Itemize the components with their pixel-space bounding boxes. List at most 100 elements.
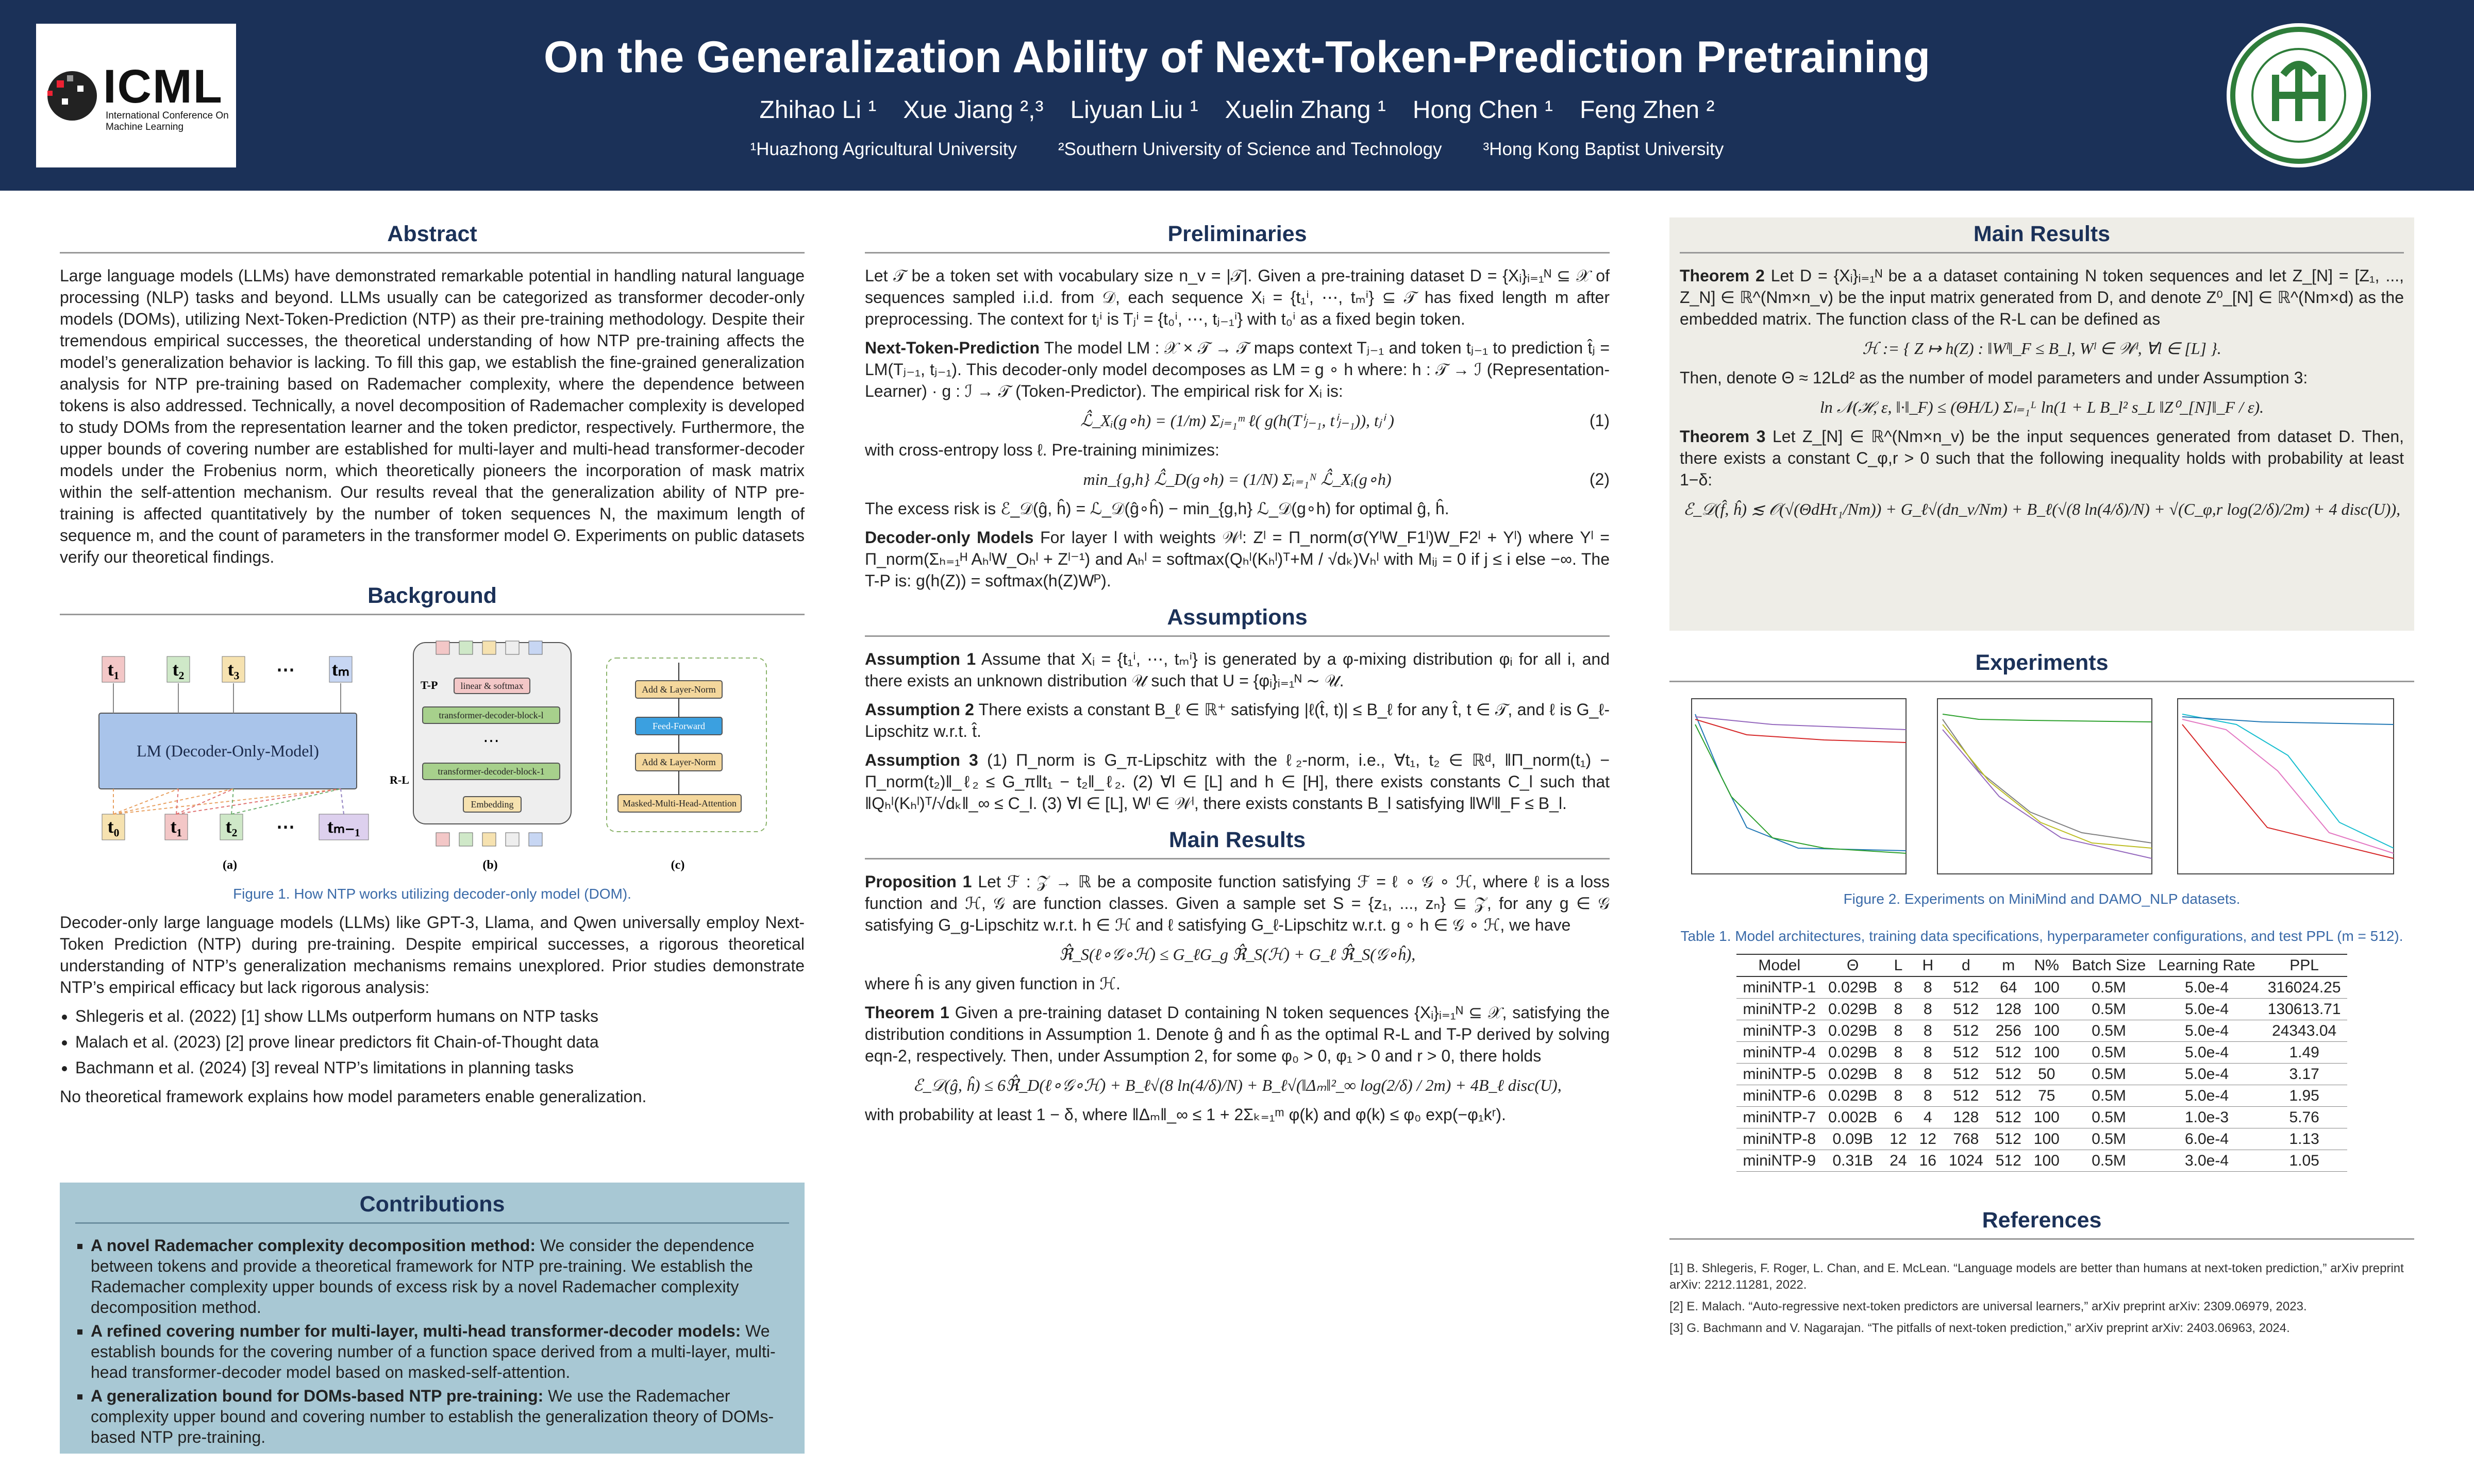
ellipsis: ⋯ bbox=[483, 731, 499, 750]
column-header: Θ bbox=[1822, 954, 1884, 977]
table-cell: 0.029B bbox=[1822, 1020, 1884, 1042]
table-cell: 1.05 bbox=[2261, 1150, 2347, 1172]
dashed-link bbox=[231, 788, 341, 815]
paragraph: where ĥ is any given function in ℋ. bbox=[865, 973, 1610, 994]
right-column-top: Main Results Theorem 2 Let D = {Xᵢ}ᵢ₌₁ᴺ … bbox=[1680, 222, 2404, 528]
table-cell: 5.0e-4 bbox=[2152, 976, 2262, 999]
table-cell: 1.95 bbox=[2261, 1085, 2347, 1107]
block-label: transformer-decoder-block-l bbox=[439, 710, 543, 720]
table-cell: 5.0e-4 bbox=[2152, 1020, 2262, 1042]
left-column: Abstract Large language models (LLMs) ha… bbox=[60, 222, 805, 1115]
table-row: miniNTP-7 0.002B 6 4 128 512 100 0.5M 1.0e-3 5.76 bbox=[1736, 1106, 2347, 1128]
layer-label: Add & Layer-Norm bbox=[642, 684, 716, 695]
table-row: miniNTP-6 0.029B 8 8 512 512 75 0.5M 5.0e-4 1.95 bbox=[1736, 1085, 2347, 1107]
dashed-link bbox=[340, 788, 344, 815]
token-top: ⋯ bbox=[276, 659, 295, 680]
table-cell: 512 bbox=[1942, 1063, 1990, 1085]
table-cell: 0.002B bbox=[1822, 1106, 1884, 1128]
table-cell: 0.5M bbox=[2065, 976, 2152, 999]
table-cell: 8 bbox=[1913, 1085, 1943, 1107]
paragraph: Then, denote Θ ≈ 12Ld² as the number of … bbox=[1680, 367, 2404, 389]
table-cell: 8 bbox=[1913, 1041, 1943, 1064]
section-heading: Abstract bbox=[60, 222, 805, 254]
table-cell: 0.31B bbox=[1822, 1150, 1884, 1172]
table-cell: 24 bbox=[1883, 1150, 1913, 1172]
table-cell: 512 bbox=[1989, 1041, 2028, 1064]
column-header: Batch Size bbox=[2065, 954, 2152, 977]
token-box bbox=[220, 814, 243, 840]
table-cell: 0.029B bbox=[1822, 1041, 1884, 1064]
equation: ln 𝒩(ℋ, ε, ‖·‖_F) ≤ (ΘH/L) Σₗ₌₁ᴸ ln(1 + … bbox=[1680, 396, 2404, 418]
token-bottom: t₂ bbox=[226, 816, 238, 837]
authors: Zhihao Li ¹ Xue Jiang ²,³ Liyuan Liu ¹ Xuel… bbox=[0, 96, 2474, 124]
paragraph: Assumption 3 (1) Π_norm is G_π-Lipschitz… bbox=[865, 749, 1610, 814]
paragraph-text: The model LM : 𝒳 × 𝒯 → 𝒯 maps context Tⱼ… bbox=[865, 339, 1610, 400]
token-top: tₘ bbox=[332, 659, 349, 680]
contribution-text: We use the Rademacher complexity upper b… bbox=[91, 1387, 774, 1446]
equation-number: (2) bbox=[1589, 470, 1610, 488]
table-cell: 6.0e-4 bbox=[2152, 1128, 2262, 1150]
layer bbox=[617, 794, 742, 813]
section-heading: Background bbox=[60, 583, 805, 615]
right-column-bottom: Experiments Figure 2. Experiments on Min… bbox=[1669, 650, 2414, 1342]
table-cell: miniNTP-5 bbox=[1736, 1063, 1823, 1085]
token-square bbox=[436, 832, 450, 847]
affiliation: ¹Huazhong Agricultural University bbox=[750, 139, 1017, 159]
section-heading: References bbox=[1669, 1208, 2414, 1240]
paragraph-text: Let 𝒯 be a token set with vocabulary siz… bbox=[865, 266, 1610, 328]
dashed-link bbox=[113, 788, 234, 815]
table-cell: 512 bbox=[1942, 998, 1990, 1020]
table-body: miniNTP-1 0.029B 8 8 512 64 100 0.5M 5.0e-4 31602… bbox=[1736, 976, 2347, 1172]
dashed-link bbox=[176, 788, 234, 815]
token-box bbox=[166, 656, 190, 683]
contribution: A refined covering number for multi-laye… bbox=[91, 1321, 789, 1382]
block-label: transformer-decoder-block-1 bbox=[438, 766, 544, 777]
table-cell: 0.029B bbox=[1822, 998, 1884, 1020]
contribution-lead: A novel Rademacher complexity decomposit… bbox=[91, 1236, 536, 1255]
token-square bbox=[528, 832, 543, 847]
block bbox=[422, 706, 560, 724]
column-header: d bbox=[1942, 954, 1990, 977]
table-cell: miniNTP-2 bbox=[1736, 998, 1823, 1020]
paragraph: Theorem 3 Let Z_[N] ∈ ℝ^(Nm×n_v) be the … bbox=[1680, 426, 2404, 491]
contribution-lead: A refined covering number for multi-laye… bbox=[91, 1322, 741, 1340]
token-bottom: tₘ₋₁ bbox=[327, 816, 360, 837]
table-cell: 1.13 bbox=[2261, 1128, 2347, 1150]
main-results-body: Proposition 1 Let ℱ : 𝒵 → ℝ be a composi… bbox=[865, 871, 1610, 1125]
table-cell: 8 bbox=[1883, 998, 1913, 1020]
block-label: linear & softmax bbox=[461, 681, 524, 691]
author: Xue Jiang ²,³ bbox=[903, 96, 1044, 124]
table-cell: 0.5M bbox=[2065, 998, 2152, 1020]
affiliation: ³Hong Kong Baptist University bbox=[1483, 139, 1724, 159]
logo-subtitle: International Conference On Machine Lear… bbox=[106, 110, 229, 132]
assumptions-body: Assumption 1 Assume that Xᵢ = {t₁ⁱ, ⋯, t… bbox=[865, 648, 1610, 814]
paragraph-text: The excess risk is ℰ_𝒟(ĝ, ĥ) = ℒ_𝒟(ĝ∘ĥ) … bbox=[865, 499, 1449, 518]
paragraph-lead: Proposition 1 bbox=[865, 872, 972, 891]
contributions-list: A novel Rademacher complexity decomposit… bbox=[75, 1235, 789, 1447]
table-cell: 768 bbox=[1942, 1128, 1990, 1150]
dashed-link bbox=[231, 788, 234, 815]
column-header: L bbox=[1883, 954, 1913, 977]
table-cell: 8 bbox=[1883, 976, 1913, 999]
token-square bbox=[459, 640, 473, 655]
equation: min_{g,h} ℒ̂_D(g∘h) = (1/N) Σᵢ₌₁ᴺ ℒ̂_Xᵢ(… bbox=[865, 468, 1610, 491]
logo-mark bbox=[47, 71, 97, 121]
equation-text: ℰ_𝒟(f̂, ĥ) ≲ 𝒪(√(ΘdHτ₁/Nm)) + G_ℓ√(dn_v/… bbox=[1683, 500, 2401, 518]
logo-text: ICML bbox=[103, 60, 223, 113]
reference: [2] E. Malach. “Auto-regressive next-tok… bbox=[1669, 1300, 2307, 1313]
paragraph-lead: Next-Token-Prediction bbox=[865, 339, 1040, 357]
main-results-box bbox=[1669, 217, 2414, 631]
table-cell: miniNTP-9 bbox=[1736, 1150, 1823, 1172]
university-logo bbox=[2227, 23, 2371, 167]
abstract-text: Large language models (LLMs) have demons… bbox=[60, 266, 805, 566]
table-cell: miniNTP-7 bbox=[1736, 1106, 1823, 1128]
table-cell: 16 bbox=[1913, 1150, 1943, 1172]
token-box bbox=[102, 656, 125, 683]
table-cell: 24343.04 bbox=[2261, 1020, 2347, 1042]
table-cell: 8 bbox=[1913, 998, 1943, 1020]
table-row: miniNTP-5 0.029B 8 8 512 512 50 0.5M 5.0e-4 3.17 bbox=[1736, 1063, 2347, 1085]
table-cell: 5.0e-4 bbox=[2152, 1085, 2262, 1107]
block bbox=[463, 796, 522, 813]
